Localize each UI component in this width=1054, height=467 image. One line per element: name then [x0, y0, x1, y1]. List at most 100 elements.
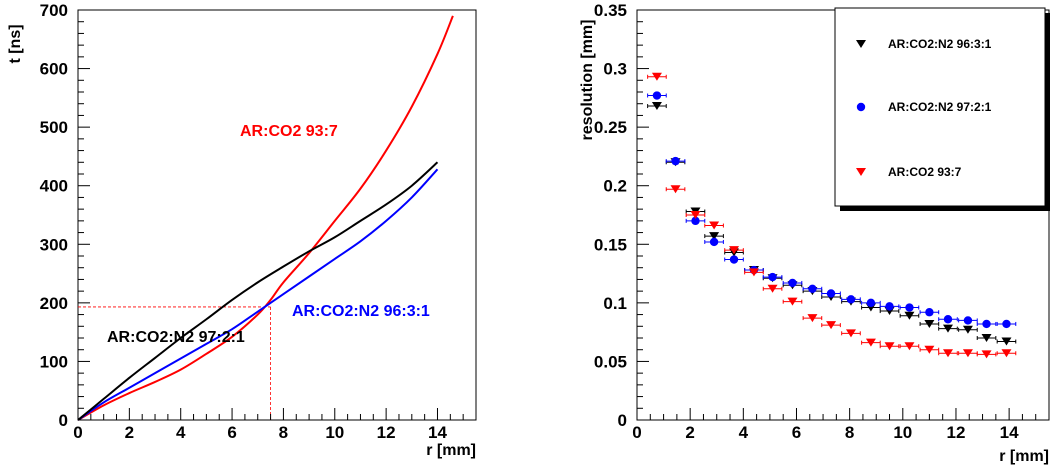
legend-label-0: AR:CO2:N2 96:3:1 [888, 37, 992, 51]
right-y-tick-label: 0.25 [594, 118, 627, 137]
right-tick-labels: 0 2 4 6 8 10 12 14 0 0.05 0.1 0.15 0.2 0.25 0.3 0.35 [594, 1, 1019, 442]
data-point-series-1 [866, 298, 876, 308]
data-point-series-0 [709, 232, 720, 241]
data-point-series-1 [788, 278, 797, 288]
data-point-series-1 [943, 315, 953, 324]
legend-entries: AR:CO2:N2 96:3:1 AR:CO2:N2 97:2:1 AR:CO2 9… [856, 37, 992, 179]
data-point-series-0 [924, 319, 935, 328]
data-point-series-2 [865, 338, 876, 347]
legend-box [834, 7, 1046, 207]
right-x-tick-label: 12 [947, 423, 966, 442]
right-y-tick-label: 0.35 [594, 1, 627, 20]
left-y-tick-label: 200 [40, 294, 68, 313]
left-x-tick-label: 6 [227, 423, 236, 442]
annotation-ar-co2-n2-97: AR:CO2:N2 97:2:1 [107, 329, 245, 346]
left-x-tick-label: 0 [73, 423, 82, 442]
right-x-axis-label: r [mm] [999, 448, 1049, 465]
right-axis-ticks [636, 9, 1050, 421]
left-x-tick-label: 10 [325, 423, 344, 442]
left-plot-frame [77, 9, 477, 421]
annotation-ar-co2: AR:CO2 93:7 [240, 123, 338, 140]
right-y-tick-label: 0.2 [603, 177, 627, 196]
data-point-series-2 [807, 314, 818, 323]
left-axis-ticks [77, 9, 477, 421]
data-point-series-1 [963, 316, 973, 325]
left-y-tick-label: 700 [40, 1, 68, 20]
data-point-series-2 [924, 345, 935, 354]
left-x-axis-label: r [mm] [426, 442, 476, 459]
left-x-tick-label: 14 [428, 423, 447, 442]
data-point-series-0 [942, 324, 953, 333]
legend-marker-0 [856, 40, 866, 48]
left-y-axis-label: t [ns] [7, 24, 24, 63]
right-y-tick-label: 0.1 [603, 294, 627, 313]
series-line-0 [77, 15, 454, 421]
data-point-series-1 [709, 237, 719, 247]
data-point-series-2 [690, 211, 701, 219]
data-point-series-1 [982, 319, 991, 329]
right-x-tick-label: 0 [632, 423, 641, 442]
legend-label-2: AR:CO2 93:7 [888, 165, 962, 179]
data-point-series-1 [826, 289, 836, 298]
data-point-series-2 [670, 185, 681, 194]
right-data-points [647, 72, 1017, 359]
data-point-series-1 [808, 284, 817, 293]
left-y-tick-label: 100 [40, 352, 68, 371]
left-y-tick-label: 0 [59, 411, 68, 430]
left-y-tick-label: 600 [40, 60, 68, 79]
data-point-series-2 [729, 246, 740, 255]
right-y-tick-label: 0.15 [594, 235, 627, 254]
resolution-plot: 0 2 4 6 8 10 12 14 0 0.05 0.1 0.15 0.2 0.25 0.3 0.35 re… [579, 1, 1050, 465]
left-guide-lines [78, 306, 271, 420]
data-point-series-1 [691, 216, 700, 226]
right-x-tick-label: 6 [792, 423, 801, 442]
left-tick-labels: 0 2 4 6 8 10 12 14 0 100 200 300 400 500 600 700 [40, 1, 448, 442]
data-point-series-2 [845, 329, 856, 338]
right-y-tick-label: 0.05 [594, 352, 627, 371]
right-y-axis-label: resolution [mm] [579, 20, 596, 141]
right-y-tick-label: 0.3 [603, 60, 627, 79]
data-point-series-1 [652, 91, 662, 100]
left-y-tick-label: 500 [40, 118, 68, 137]
data-point-series-1 [925, 308, 934, 317]
right-y-tick-label: 0 [618, 411, 627, 430]
left-x-tick-label: 12 [377, 423, 396, 442]
data-point-series-1 [885, 302, 894, 311]
data-point-series-1 [768, 272, 777, 282]
left-y-tick-label: 400 [40, 177, 68, 196]
data-point-series-2 [767, 284, 778, 293]
right-x-tick-label: 10 [893, 423, 912, 442]
data-point-series-0 [1001, 337, 1012, 346]
right-x-tick-label: 8 [845, 423, 854, 442]
series-line-2 [77, 161, 439, 421]
drift-time-plot: 0 2 4 6 8 10 12 14 0 100 200 300 400 500 600 700 t [ns]… [7, 1, 477, 459]
data-point-series-1 [846, 295, 856, 304]
data-point-series-2 [962, 349, 973, 358]
left-series-lines [77, 15, 454, 421]
legend: AR:CO2:N2 96:3:1 AR:CO2:N2 97:2:1 AR:CO2 9… [834, 7, 1050, 211]
data-point-series-2 [942, 349, 953, 358]
right-x-tick-label: 14 [1000, 423, 1019, 442]
data-point-series-0 [962, 325, 973, 334]
left-x-tick-label: 8 [279, 423, 288, 442]
data-point-series-2 [826, 321, 837, 330]
right-x-tick-label: 4 [739, 423, 749, 442]
left-y-tick-label: 300 [40, 235, 68, 254]
data-point-series-1 [905, 303, 914, 312]
data-point-series-2 [904, 342, 915, 351]
data-point-series-0 [904, 311, 915, 320]
legend-label-1: AR:CO2:N2 97:2:1 [888, 100, 992, 114]
series-line-1 [77, 168, 439, 421]
data-point-series-1 [1002, 319, 1011, 329]
data-point-series-2 [709, 221, 720, 230]
data-point-series-1 [671, 156, 680, 166]
data-point-series-2 [748, 268, 759, 277]
data-point-series-2 [884, 342, 895, 351]
data-point-series-1 [729, 255, 739, 264]
legend-marker-2 [856, 168, 866, 176]
legend-marker-1 [856, 102, 866, 112]
annotation-ar-co2-n2-96: AR:CO2:N2 96:3:1 [292, 303, 430, 320]
data-point-series-2 [1001, 349, 1012, 358]
data-point-series-2 [981, 350, 992, 359]
